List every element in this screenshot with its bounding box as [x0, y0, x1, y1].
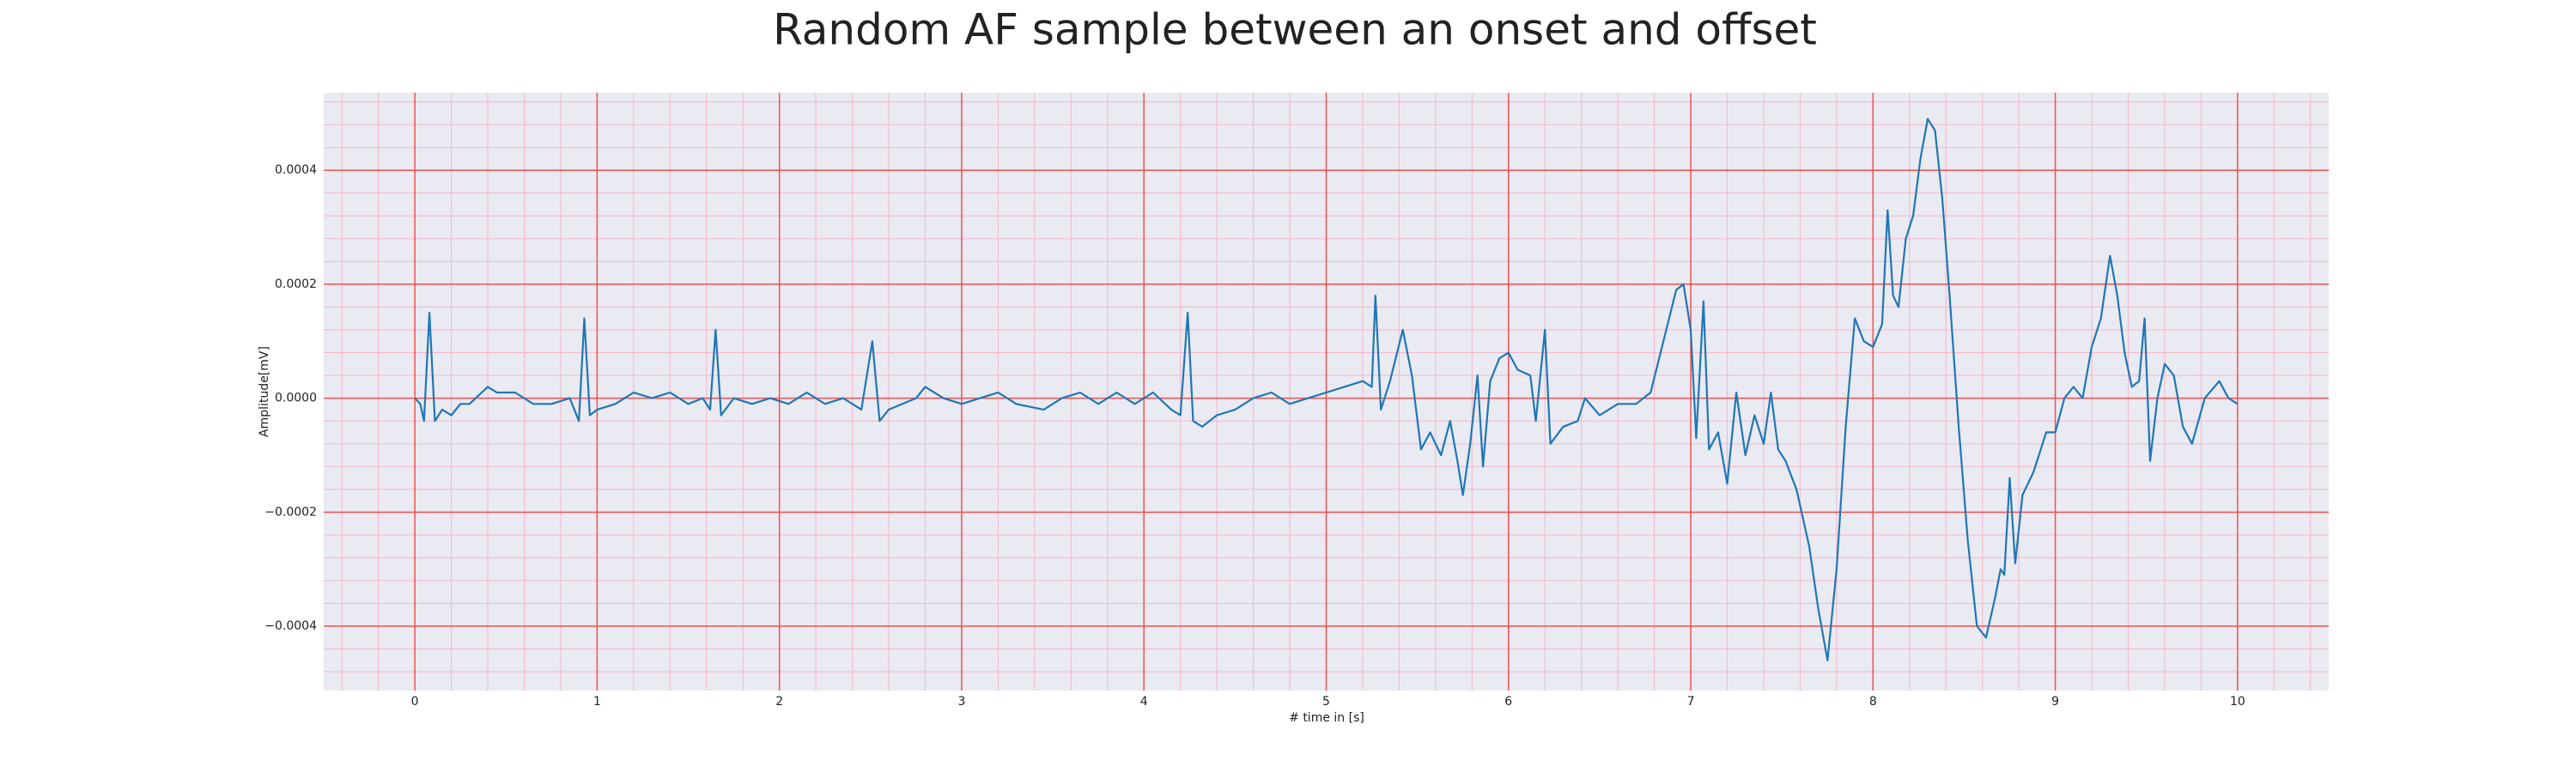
x-tick-label: 0 — [411, 695, 419, 709]
y-tick-label: −0.0002 — [264, 505, 317, 519]
chart-title: Random AF sample between an onset and of… — [773, 5, 1817, 55]
x-tick-label: 7 — [1687, 695, 1695, 709]
x-tick-label: 8 — [1869, 695, 1877, 709]
x-tick-label: 10 — [2230, 695, 2245, 709]
x-tick-label: 3 — [957, 695, 965, 709]
y-tick-label: −0.0004 — [264, 619, 317, 633]
x-tick-label: 1 — [593, 695, 601, 709]
x-tick-label: 2 — [775, 695, 783, 709]
x-axis-label: # time in [s] — [1289, 711, 1364, 725]
y-axis-label: Amplitude[mV] — [258, 346, 271, 437]
y-tick-label: 0.0004 — [275, 163, 317, 177]
x-tick-label: 5 — [1322, 695, 1330, 709]
signal-line — [414, 118, 2239, 661]
y-tick-label: 0.0002 — [275, 277, 317, 291]
x-tick-label: 6 — [1504, 695, 1512, 709]
x-tick-label: 4 — [1140, 695, 1148, 709]
y-tick-label: 0.0000 — [275, 392, 317, 405]
x-tick-label: 9 — [2051, 695, 2059, 709]
